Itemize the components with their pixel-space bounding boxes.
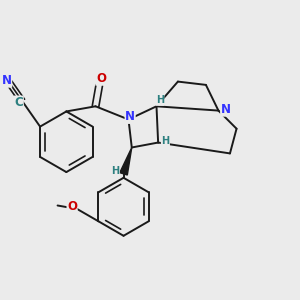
Text: N: N — [2, 74, 12, 87]
Text: N: N — [221, 103, 231, 116]
Text: C: C — [14, 96, 23, 109]
Text: H: H — [111, 166, 119, 176]
Text: O: O — [67, 200, 77, 214]
Text: H: H — [156, 95, 164, 105]
Text: O: O — [96, 72, 106, 85]
Text: N: N — [125, 110, 135, 123]
Polygon shape — [120, 148, 132, 175]
Text: H: H — [161, 136, 169, 146]
